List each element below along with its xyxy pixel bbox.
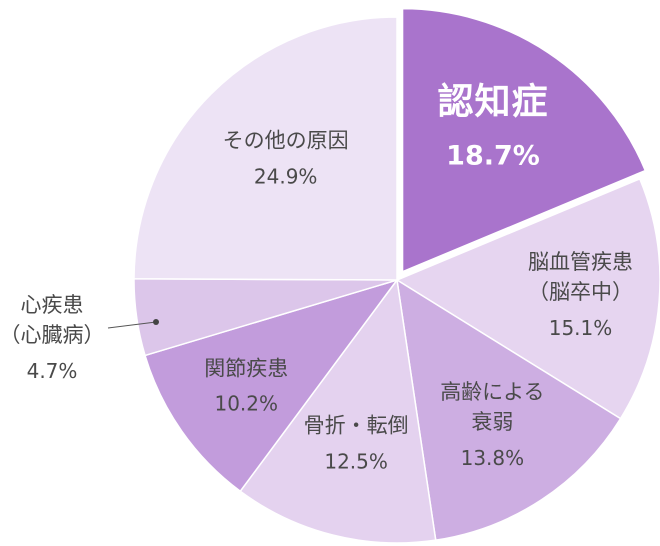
slice-name: 骨折・転倒 [303,413,409,438]
pie-slice [396,278,622,541]
slice-label: 骨折・転倒 12.5% [304,411,409,476]
slice-name: 脳血管疾患 [528,249,633,274]
slice-percent: 13.8% [460,445,525,470]
slice-label: 心疾患 （心臓病） 4.7% [0,290,105,386]
slice-percent: 4.7% [26,358,78,383]
pie-slice [401,7,647,273]
slice-name: 心疾患 [20,293,84,318]
slice-name-line2: 衰弱 [471,410,514,435]
slice-percent: 10.2% [214,391,279,416]
pie-slice [144,278,399,493]
pie-slice [239,278,437,544]
slice-name-line2: （脳卒中） [528,280,633,305]
pie-slice [133,16,398,281]
slice-label: 関節疾患 10.2% [204,353,288,418]
slice-name: その他の原因 [222,128,349,153]
slice-label: 高齢による衰弱 13.8% [440,377,544,473]
slice-label: 脳血管疾患 （脳卒中） 15.1% [528,247,633,343]
slice-name: 高齢による [440,380,545,405]
slice-label: 認知症 18.7% [437,76,548,175]
slice-name: 認知症 [437,81,549,123]
slice-percent: 18.7% [446,140,540,172]
leader-line [107,321,157,329]
slice-name-line2: （心臓病） [0,323,105,348]
slice-name: 関節疾患 [204,355,289,380]
leader-dot [153,319,159,325]
slice-percent: 15.1% [548,315,613,340]
slice-label: その他の原因 24.9% [223,125,349,190]
pie-slice [395,177,660,420]
slice-percent: 24.9% [253,163,318,188]
slice-percent: 12.5% [324,449,388,473]
